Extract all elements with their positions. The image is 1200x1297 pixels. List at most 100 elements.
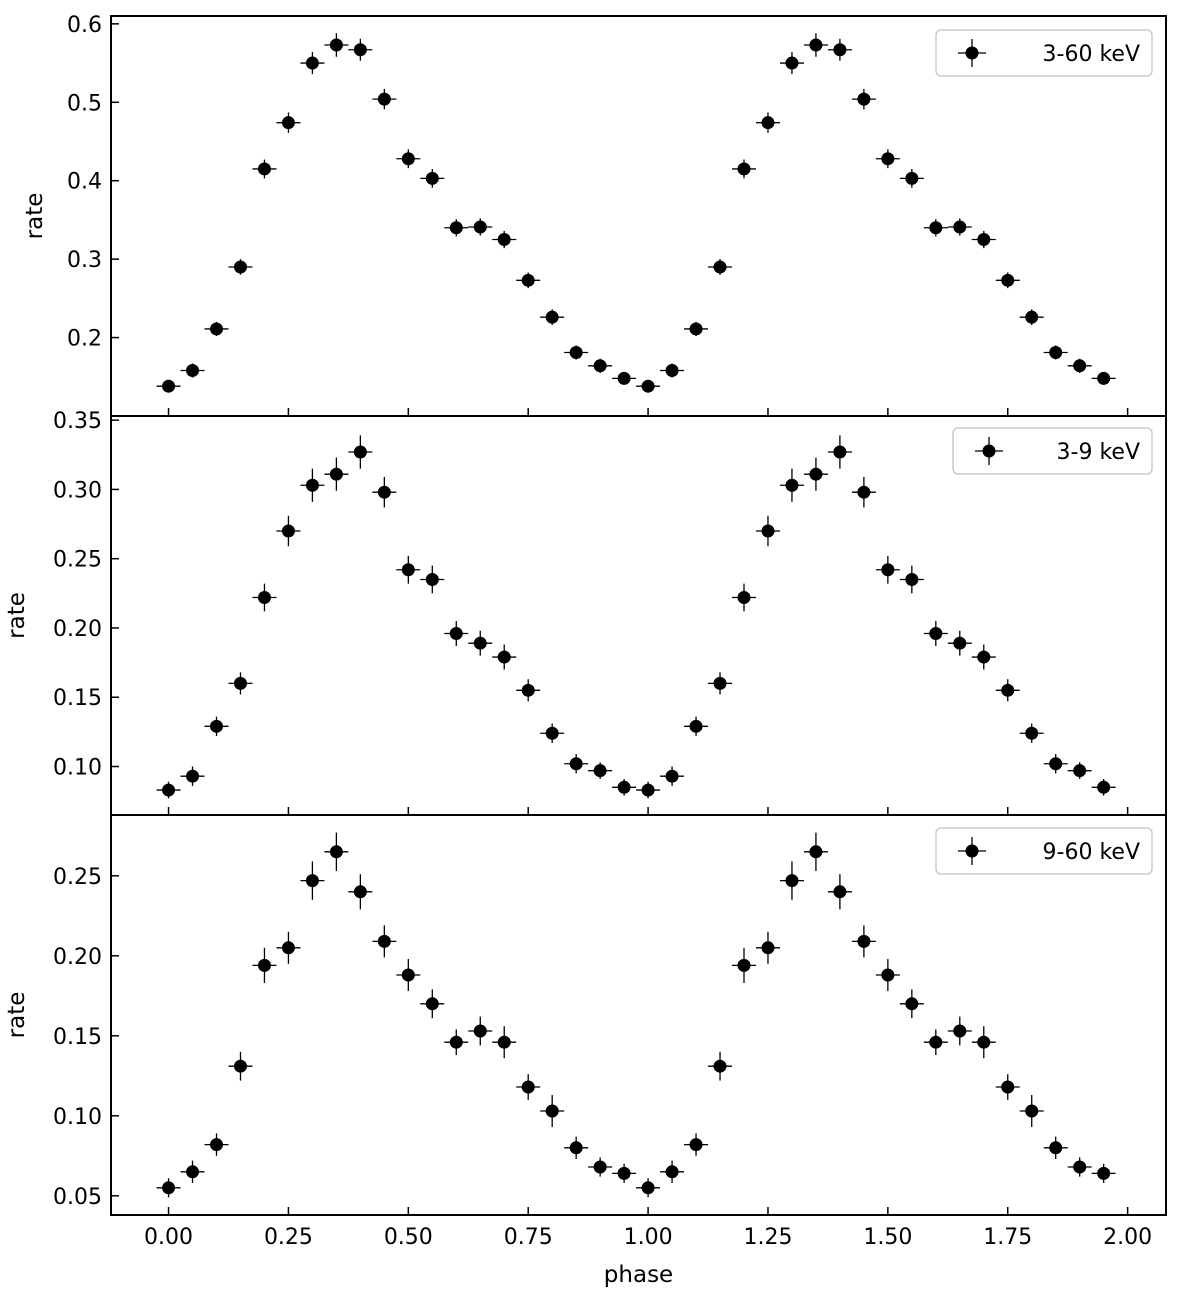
data-point — [396, 149, 421, 169]
data-marker — [833, 885, 847, 899]
data-marker — [977, 1035, 991, 1049]
data-marker — [377, 485, 391, 499]
data-point — [708, 1051, 733, 1081]
panel-3: 0.00 0.25 0.50 0.75 1.00 1.25 1.50 1.75 2.00 0.05… — [4, 814, 1167, 1250]
data-marker — [162, 783, 176, 797]
data-marker — [617, 780, 631, 794]
data-marker — [1073, 1160, 1087, 1174]
y-tick-label: 0.6 — [67, 13, 102, 38]
data-marker — [257, 162, 271, 176]
data-point — [779, 52, 804, 75]
data-point — [300, 861, 325, 900]
data-point — [228, 672, 253, 695]
data-point — [276, 931, 301, 964]
data-marker — [473, 220, 487, 234]
data-point — [660, 1160, 685, 1183]
y-tick-label: 0.4 — [67, 170, 102, 195]
data-marker — [257, 958, 271, 972]
y-tick-label: 0.35 — [53, 409, 102, 434]
data-marker — [401, 968, 415, 982]
data-marker — [233, 676, 247, 690]
data-marker — [713, 260, 727, 274]
y-tick-label: 0.10 — [53, 1105, 102, 1130]
data-point — [660, 766, 685, 786]
data-point — [755, 515, 780, 547]
data-marker — [881, 563, 895, 577]
data-marker — [521, 1080, 535, 1094]
data-marker — [569, 345, 583, 359]
data-point — [420, 565, 445, 594]
data-point — [156, 1178, 181, 1198]
y-tick-label: 0.5 — [67, 91, 102, 116]
data-point — [180, 363, 205, 378]
data-point — [779, 861, 804, 900]
data-marker — [689, 1138, 703, 1152]
data-marker — [929, 1035, 943, 1049]
data-point — [827, 435, 852, 469]
data-marker — [809, 467, 823, 481]
data-point — [684, 321, 709, 336]
y-tick-label: 0.05 — [53, 1185, 102, 1210]
data-point — [851, 476, 876, 508]
data-marker — [569, 1141, 583, 1155]
data-marker — [881, 152, 895, 166]
data-point — [516, 679, 541, 702]
data-marker — [785, 478, 799, 492]
data-marker — [737, 958, 751, 972]
data-marker — [665, 769, 679, 783]
data-point — [899, 565, 924, 594]
data-point — [156, 781, 181, 799]
data-point — [372, 925, 397, 958]
data-marker — [689, 322, 703, 336]
data-point — [420, 989, 445, 1019]
data-marker — [665, 364, 679, 378]
y-tick-label: 0.3 — [67, 248, 102, 273]
data-point — [1091, 371, 1116, 385]
data-point — [1067, 358, 1092, 373]
data-point — [324, 33, 349, 57]
data-point — [276, 112, 301, 133]
y-tick-label: 0.15 — [53, 1025, 102, 1050]
legend-marker — [982, 444, 996, 458]
data-point — [468, 630, 493, 656]
data-point — [995, 1074, 1020, 1100]
data-marker — [377, 92, 391, 106]
data-marker — [593, 764, 607, 778]
data-marker — [665, 1165, 679, 1179]
data-point — [156, 379, 181, 393]
y-tick-label: 0.25 — [53, 865, 102, 890]
y-tick-label: 0.20 — [53, 617, 102, 642]
data-point — [372, 88, 397, 110]
data-marker — [881, 968, 895, 982]
data-marker — [737, 162, 751, 176]
data-point — [1019, 309, 1044, 326]
data-point — [492, 230, 517, 249]
data-point — [492, 1026, 517, 1059]
data-point — [300, 468, 325, 502]
data-marker — [641, 783, 655, 797]
data-point — [636, 379, 661, 393]
data-point — [899, 989, 924, 1019]
x-tick-label: 1.25 — [743, 1225, 792, 1250]
data-point — [252, 947, 277, 983]
data-marker — [833, 445, 847, 459]
data-point — [252, 159, 277, 179]
data-point — [540, 723, 565, 743]
data-marker — [186, 364, 200, 378]
data-point — [755, 931, 780, 964]
data-point — [348, 874, 373, 910]
data-marker — [401, 152, 415, 166]
data-marker — [1001, 1080, 1015, 1094]
data-marker — [497, 233, 511, 247]
data-marker — [281, 116, 295, 130]
data-point — [636, 781, 661, 799]
data-marker — [281, 941, 295, 955]
y-axis-label: rate — [22, 193, 48, 240]
data-marker — [929, 221, 943, 235]
data-point — [923, 621, 948, 646]
data-point — [348, 435, 373, 469]
data-marker — [233, 260, 247, 274]
